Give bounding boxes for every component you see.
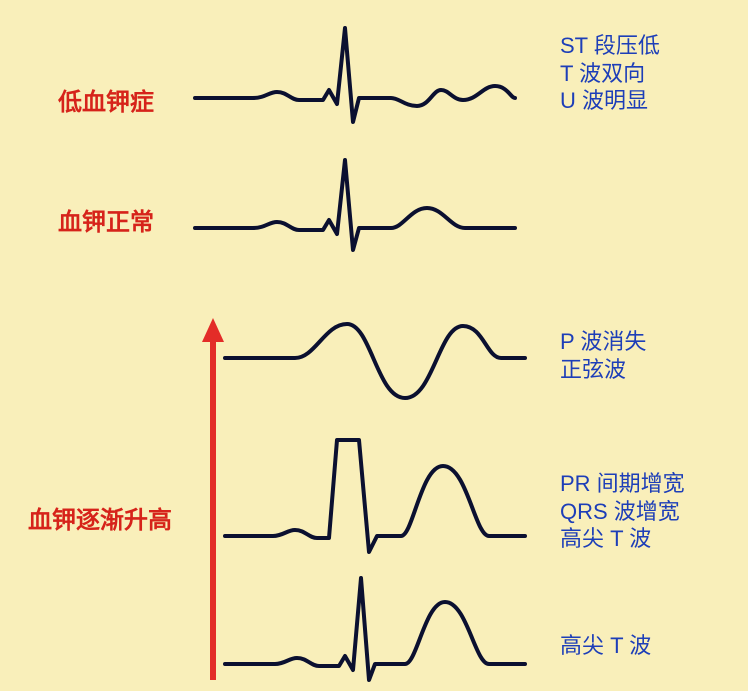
- wave-sine: [225, 300, 525, 420]
- label-line: 高尖 T 波: [560, 632, 651, 660]
- wave-hypokalemia: [195, 18, 515, 138]
- label-line: 正弦波: [560, 356, 646, 384]
- label-line: U 波明显: [560, 87, 660, 115]
- label-line: QRS 波增宽: [560, 498, 685, 526]
- left-label-hypokalemia: 低血钾症: [58, 82, 154, 117]
- progression-arrow: [202, 318, 224, 680]
- label-line: 高尖 T 波: [560, 525, 685, 553]
- right-label-peak-t: 高尖 T 波: [560, 632, 651, 660]
- label-line: ST 段压低: [560, 32, 660, 60]
- right-label-wide-signs: PR 间期增宽QRS 波增宽高尖 T 波: [560, 470, 685, 553]
- label-line: PR 间期增宽: [560, 470, 685, 498]
- label-line: P 波消失: [560, 328, 646, 356]
- right-label-hypo-signs: ST 段压低T 波双向U 波明显: [560, 32, 660, 115]
- wave-wide-qrs: [225, 418, 525, 568]
- label-line: T 波双向: [560, 60, 660, 88]
- left-label-hyperkalemia-progress: 血钾逐渐升高: [28, 500, 172, 535]
- wave-normal: [195, 150, 515, 265]
- left-label-normal-k: 血钾正常: [58, 202, 154, 237]
- right-label-sine-signs: P 波消失正弦波: [560, 328, 646, 383]
- wave-peaked-t: [225, 562, 525, 687]
